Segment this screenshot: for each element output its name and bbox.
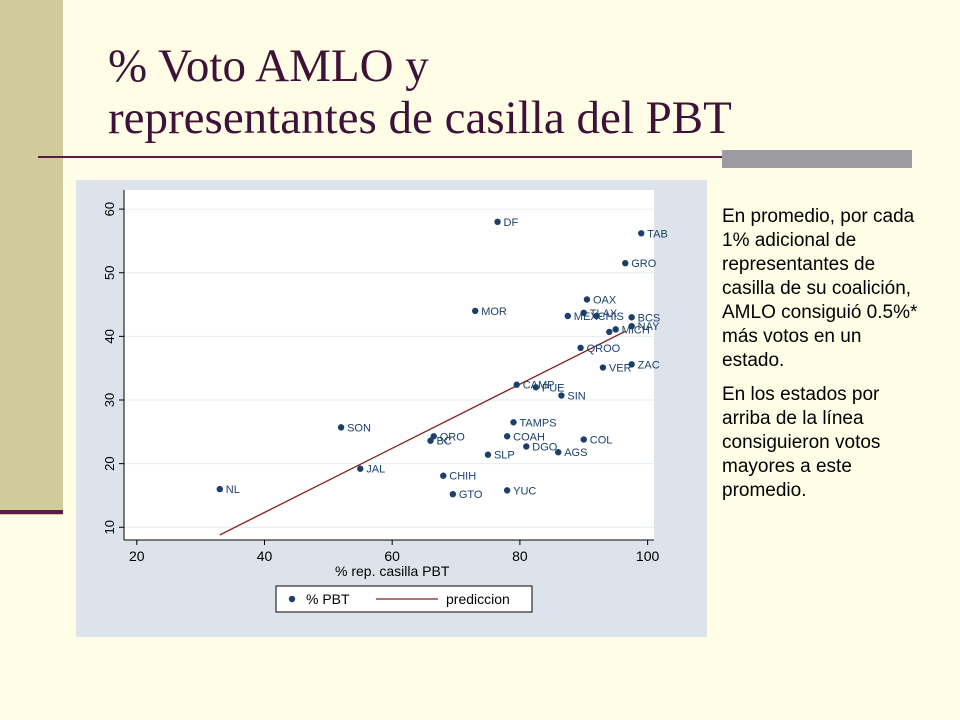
y-tick-label: 30 [102,393,117,407]
data-point-jal [357,465,364,472]
legend-label-prediccion: prediccion [446,591,510,607]
point-label-zac: ZAC [638,359,660,371]
point-label-tab: TAB [647,228,668,240]
point-label-pue: PUE [542,382,565,394]
data-point-mor [472,307,479,315]
data-point-mex [564,312,571,320]
legend-marker-pbt [288,595,296,603]
point-label-qroo: QROO [587,343,621,355]
data-point-zac [628,361,635,368]
x-tick-label: 20 [129,548,145,564]
x-tick-label: 40 [257,548,273,564]
point-label-gro: GRO [631,258,657,270]
data-point-tlax [580,309,587,317]
plot-area [124,190,654,540]
point-label-chih: CHIH [449,471,476,483]
point-label-nl: NL [226,484,240,496]
explanation-paragraph-1: En promedio, por cada 1% adicional de re… [722,206,918,371]
y-tick-label: 50 [102,265,117,279]
data-point-tamps [510,419,517,426]
point-label-coah: COAH [513,431,545,443]
title-rule-block [722,150,912,168]
data-point-gto [449,490,457,498]
slide-title-line-2: representantes de casilla del PBT [108,92,732,144]
data-point-chih [440,472,447,479]
data-point-oax [583,296,591,303]
x-tick-label: 60 [384,548,400,564]
scatter-chart: 10 20 30 40 50 60 20 40 60 80 100 % rep. casilla PB… [102,190,668,613]
point-label-nay: NAY [638,321,660,333]
data-point-tab [638,230,645,237]
data-point-bc [427,437,434,444]
prediction-line [219,330,626,536]
point-label-col: COL [590,434,613,446]
data-point-slp [484,451,492,458]
y-tick-label: 10 [102,520,117,534]
side-text: En promedio, por cada 1% adicional de re… [722,205,918,513]
y-tick-label: 40 [102,329,117,343]
data-point-gro [622,259,629,267]
point-label-ver: VER [609,363,632,375]
data-point-nl [216,485,223,493]
point-label-oax: OAX [593,294,617,306]
data-point-jal2 [606,328,613,336]
data-point-camp [513,381,520,388]
slide-title-line-1: % Voto AMLO y [108,40,429,92]
data-point-qro [430,433,437,440]
point-label-tamps: TAMPS [520,417,557,429]
y-tick-label: 20 [102,456,117,470]
x-tick-label: 80 [512,548,528,564]
data-point-df [494,218,501,226]
explanation-paragraph-2: En los estados por arriba de la línea co… [722,384,881,501]
data-point-qroo [577,344,584,352]
accent-bar [0,0,63,515]
data-point-dgo [523,443,530,450]
data-point-son [337,424,345,431]
data-point-yuc [503,487,511,494]
point-label-yuc: YUC [513,485,536,497]
point-label-bc: BC [437,436,452,448]
data-point-sin [558,392,565,399]
slide-title: % Voto AMLO y representantes de casilla … [108,40,868,144]
data-point-ags [555,448,562,456]
data-point-pue [532,384,540,391]
point-label-sin: SIN [567,391,585,403]
point-label-df: DF [504,217,519,229]
point-label-gto: GTO [459,489,483,501]
x-tick-label: 100 [636,548,660,564]
point-label-mor: MOR [481,306,507,318]
point-label-mich: MICH [622,324,650,336]
x-axis-label: % rep. casilla PBT [335,563,450,579]
data-point-coah [503,433,511,440]
point-label-jal: JAL [366,464,385,476]
data-point-mich [612,326,619,333]
accent-bar-line [0,510,63,514]
legend-label-pbt: % PBT [306,591,350,607]
data-point-nay [628,322,635,330]
title-rule [38,156,912,158]
data-point-col [580,436,587,443]
y-tick-label: 60 [102,202,117,216]
point-label-bcs: BCS [638,312,661,324]
data-point-ver [599,364,607,371]
point-label-slp: SLP [494,450,515,462]
data-point-chis [593,312,600,320]
data-point-bcs [628,314,635,321]
point-label-ags: AGS [564,447,587,459]
point-label-son: SON [347,422,371,434]
point-label-dgo: DGO [532,441,558,453]
point-label-qro: QRO [440,431,466,443]
